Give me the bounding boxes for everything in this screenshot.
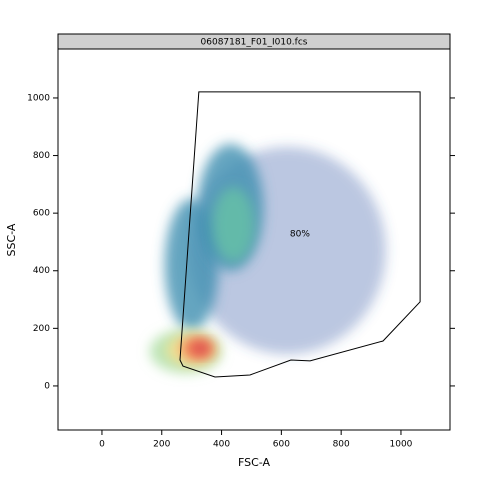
y-tick-label: 600: [33, 209, 50, 219]
panel-title: 06087181_F01_I010.fcs: [201, 38, 308, 48]
y-tick-label: 1000: [27, 93, 50, 103]
x-tick-label: 200: [153, 440, 170, 450]
x-tick-label: 1000: [390, 440, 413, 450]
y-tick-label: 0: [44, 381, 50, 391]
y-tick-label: 400: [33, 266, 50, 276]
panel-frame: [57, 48, 451, 431]
x-axis-title: FSC-A: [238, 456, 271, 469]
density-region: [191, 341, 211, 356]
density-region: [212, 187, 255, 263]
x-tick-label: 0: [99, 440, 105, 450]
y-tick-label: 800: [33, 151, 50, 161]
y-axis-title: SSC-A: [5, 223, 18, 256]
x-tick-label: 800: [333, 440, 350, 450]
x-tick-label: 400: [213, 440, 230, 450]
y-tick-label: 200: [33, 324, 50, 334]
gate: [179, 91, 421, 378]
gate-label: 80%: [290, 229, 310, 239]
x-tick-label: 600: [273, 440, 290, 450]
